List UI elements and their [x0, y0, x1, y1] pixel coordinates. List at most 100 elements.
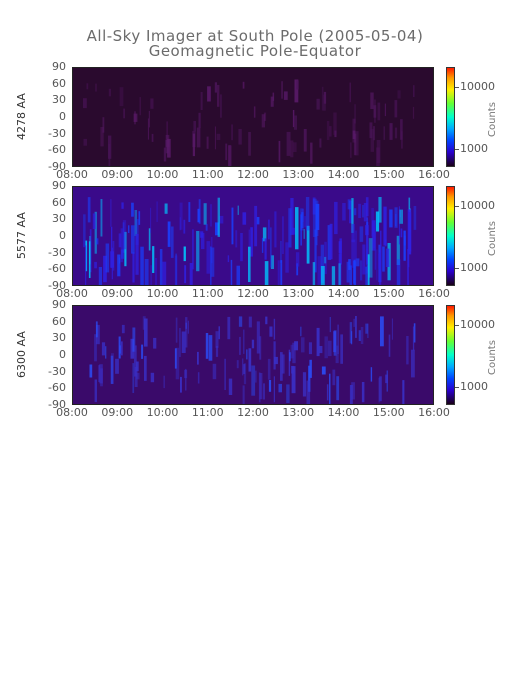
heatmap-streak — [334, 201, 338, 235]
y-tick-label: 30 — [52, 212, 66, 226]
heatmap-streak — [150, 372, 155, 383]
heatmap-streak — [306, 380, 311, 404]
heatmap-streak — [147, 118, 149, 140]
heatmap-streak — [274, 356, 278, 365]
heatmap-streak — [391, 318, 393, 340]
heatmap-streak — [326, 121, 330, 140]
heatmap-streak — [370, 128, 374, 152]
heatmap-streak — [324, 241, 327, 275]
heatmap-streak — [282, 216, 284, 254]
heatmap-streak — [83, 214, 86, 248]
heatmap-streak — [303, 229, 305, 239]
y-tick-label: 0 — [59, 110, 66, 123]
heatmap-streak — [210, 204, 212, 227]
heatmap-streak — [380, 316, 384, 347]
heatmap-streak — [261, 237, 264, 253]
heatmap-streak — [283, 91, 288, 100]
heatmap-streak — [373, 105, 377, 118]
heatmap-streak — [321, 86, 324, 111]
heatmap-streak — [142, 316, 146, 330]
heatmap-streak — [355, 131, 359, 156]
y-tick-label: -60 — [48, 381, 66, 395]
heatmap-streak — [360, 327, 364, 344]
heatmap-streak — [366, 248, 368, 274]
y-tick-label: 30 — [52, 93, 66, 107]
heatmap-streak — [293, 142, 297, 152]
heatmap-streak — [300, 208, 304, 231]
heatmap-streak — [242, 385, 245, 404]
heatmap-streak — [361, 382, 365, 403]
heatmap-streak — [216, 133, 221, 140]
heatmap-streak — [135, 219, 139, 245]
heatmap-streak — [111, 226, 113, 268]
heatmap-streak — [118, 336, 121, 359]
heatmap-streak — [103, 255, 107, 283]
heatmap-streak — [294, 341, 298, 351]
heatmap-streak — [288, 349, 291, 376]
x-tick-label: 12:00 — [237, 406, 269, 419]
heatmap-streak — [251, 339, 255, 349]
heatmap-streak — [163, 147, 167, 162]
heatmap-streak — [121, 324, 125, 334]
colorbar-tick-mark — [455, 325, 459, 326]
heatmap-streak — [148, 228, 151, 251]
heatmap-panel-3 — [72, 305, 434, 405]
x-tick-label: 12:00 — [237, 287, 269, 300]
heatmap-streak — [112, 241, 115, 271]
heatmap-streak — [268, 219, 270, 240]
heatmap-streak — [321, 366, 326, 375]
heatmap-streak — [179, 217, 181, 231]
heatmap-streak — [342, 203, 346, 221]
heatmap-streak — [323, 91, 327, 104]
heatmap-streak — [301, 337, 305, 353]
heatmap-streak — [153, 337, 157, 349]
x-tick-label: 16:00 — [418, 287, 450, 300]
heatmap-streak — [362, 205, 365, 218]
heatmap-streak — [367, 254, 370, 285]
heatmap-streak — [197, 351, 199, 365]
heatmap-streak — [248, 229, 250, 253]
heatmap-streak — [354, 104, 356, 124]
heatmap-streak — [235, 230, 238, 248]
heatmap-streak — [270, 227, 272, 268]
y-tick-label: -30 — [48, 245, 66, 259]
heatmap-streak — [370, 367, 373, 382]
heatmap-streak — [331, 266, 336, 285]
heatmap-streak — [228, 145, 232, 166]
chart-subtitle: Geomagnetic Pole-Equator — [148, 42, 362, 60]
heatmap-streak — [324, 256, 327, 264]
heatmap-streak — [265, 316, 268, 325]
heatmap-streak — [101, 342, 106, 356]
y-tick-label: -30 — [48, 126, 66, 140]
heatmap-streak — [95, 83, 97, 92]
y-tick-label: 90 — [52, 179, 66, 192]
heatmap-streak — [306, 225, 310, 264]
heatmap-streak — [280, 240, 282, 263]
heatmap-streak — [294, 79, 299, 103]
heatmap-streak — [150, 98, 154, 109]
heatmap-streak — [175, 347, 180, 380]
heatmap-streak — [261, 114, 265, 128]
y-tick-label: 0 — [59, 348, 66, 361]
heatmap-streak — [85, 245, 87, 285]
heatmap-streak — [131, 202, 134, 217]
heatmap-streak — [397, 90, 401, 99]
heatmap-streak — [353, 259, 357, 285]
colorbar-tick-label: 1000 — [460, 142, 488, 155]
heatmap-streak — [408, 212, 412, 255]
heatmap-streak — [108, 88, 111, 97]
heatmap-streak — [185, 317, 188, 348]
heatmap-streak — [291, 366, 296, 394]
heatmap-streak — [346, 261, 350, 283]
heatmap-streak — [323, 94, 326, 111]
colorbar-title: Counts — [487, 221, 498, 256]
heatmap-streak — [401, 131, 403, 149]
heatmap-streak — [303, 129, 307, 152]
heatmap-streak — [119, 87, 124, 107]
heatmap-streak — [179, 202, 183, 230]
x-tick-label: 08:00 — [56, 168, 88, 181]
heatmap-streak — [278, 383, 282, 393]
heatmap-streak — [231, 207, 234, 245]
heatmap-streak — [123, 108, 125, 119]
x-tick-label: 10:00 — [146, 287, 179, 300]
